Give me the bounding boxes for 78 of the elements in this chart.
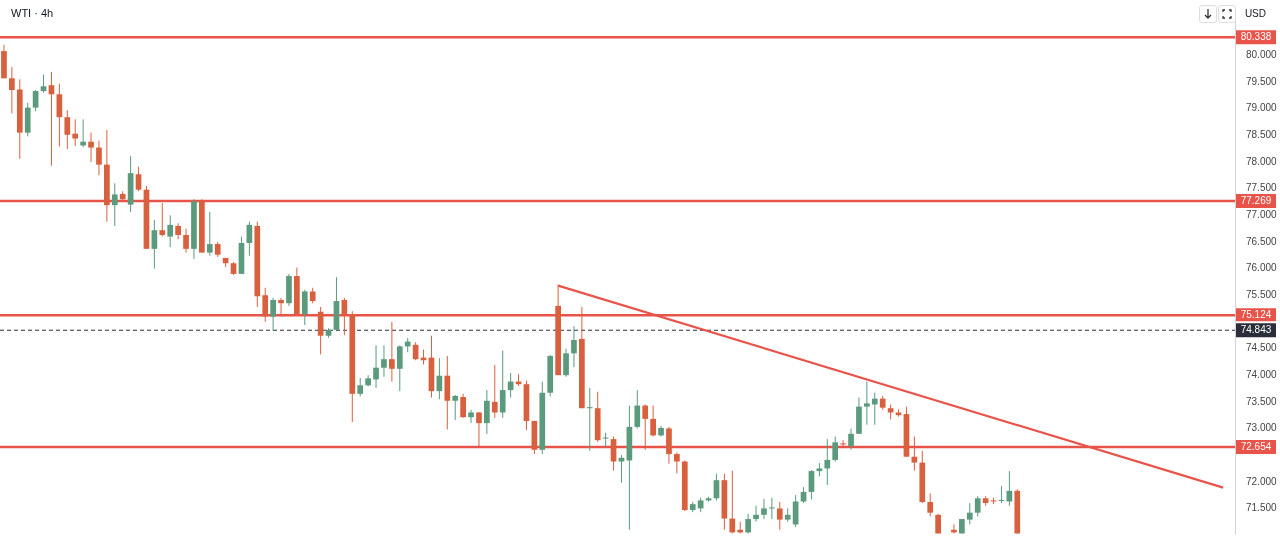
candlestick [745,513,751,534]
candlestick [848,427,854,451]
candlestick [468,409,474,424]
candlestick [966,502,973,525]
candlestick [824,438,831,486]
candlestick [278,297,284,318]
candlestick [864,381,870,426]
candlestick [111,182,118,227]
y-tick-label: 77.500 [1246,182,1278,194]
y-tick-label: 80.000 [1246,49,1278,61]
y-tick-label: 74.500 [1246,342,1278,354]
candlestick [974,495,981,517]
candlestick [911,435,918,472]
candlestick [206,211,213,257]
candlestick [301,289,308,326]
candlestick [396,344,403,392]
candlestick [634,389,641,429]
candlestick [832,435,839,463]
candlestick [484,389,490,435]
candlestick [262,287,269,323]
ref-line-label: 72.654 [1240,440,1272,452]
candlestick [563,348,569,378]
candlestick [151,219,158,270]
candlestick [610,435,617,472]
candlestick [357,377,364,397]
candlestick [491,364,498,419]
y-tick-label: 73.000 [1246,422,1278,434]
candlestick [167,214,174,248]
candlestick [32,89,39,112]
candlestick [840,439,846,448]
ref-line-label: 75.124 [1240,309,1272,321]
candlestick [753,505,759,523]
candlestick [871,392,878,426]
candlestick [373,344,379,389]
candlestick [381,344,387,378]
candlestick [72,118,79,147]
candlestick [674,451,680,474]
candlestick [618,454,625,484]
ref-line-label: 80.338 [1240,31,1272,43]
candlestick [96,140,102,176]
y-tick-label: 74.000 [1246,368,1278,380]
candlestick [159,202,166,238]
y-tick-label: 76.000 [1246,262,1278,274]
text: USD [1244,8,1266,19]
ref-line-label: 74.843 [1240,323,1272,335]
y-tick-label: 77.000 [1246,209,1278,221]
ref-line-label: 77.269 [1240,194,1272,206]
candlestick [183,228,189,254]
candlestick [776,501,783,531]
candlestick [389,321,395,383]
y-tick-label: 76.500 [1246,235,1278,247]
y-tick-label: 78.000 [1246,155,1278,167]
candlestick [64,109,71,150]
candlestick [769,497,775,520]
y-tick-label: 79.500 [1246,75,1278,87]
y-tick-label: 75.500 [1246,288,1278,300]
candlestick [135,166,142,192]
y-tick-label: 72.000 [1246,475,1278,487]
candlestick [571,325,577,368]
chart-title: WTI · 4h [8,6,57,20]
candlestick [761,498,767,520]
candlestick [460,393,466,419]
candlestick [729,470,736,534]
candlestick [40,74,47,94]
candlestick [88,132,94,163]
y-tick-label: 78.500 [1246,129,1278,141]
y-tick-label: 73.500 [1246,395,1278,407]
candlestick [650,405,656,437]
candlestick [452,394,459,421]
y-tick-label: 71.500 [1246,502,1278,514]
candlestick [642,403,649,451]
candlestick [9,66,15,114]
candlestick [499,350,506,419]
candlestick [270,297,276,332]
candlestick [476,411,482,448]
candlestick [927,492,934,517]
candlestick [586,387,593,452]
y-tick-label: 79.000 [1246,102,1278,114]
